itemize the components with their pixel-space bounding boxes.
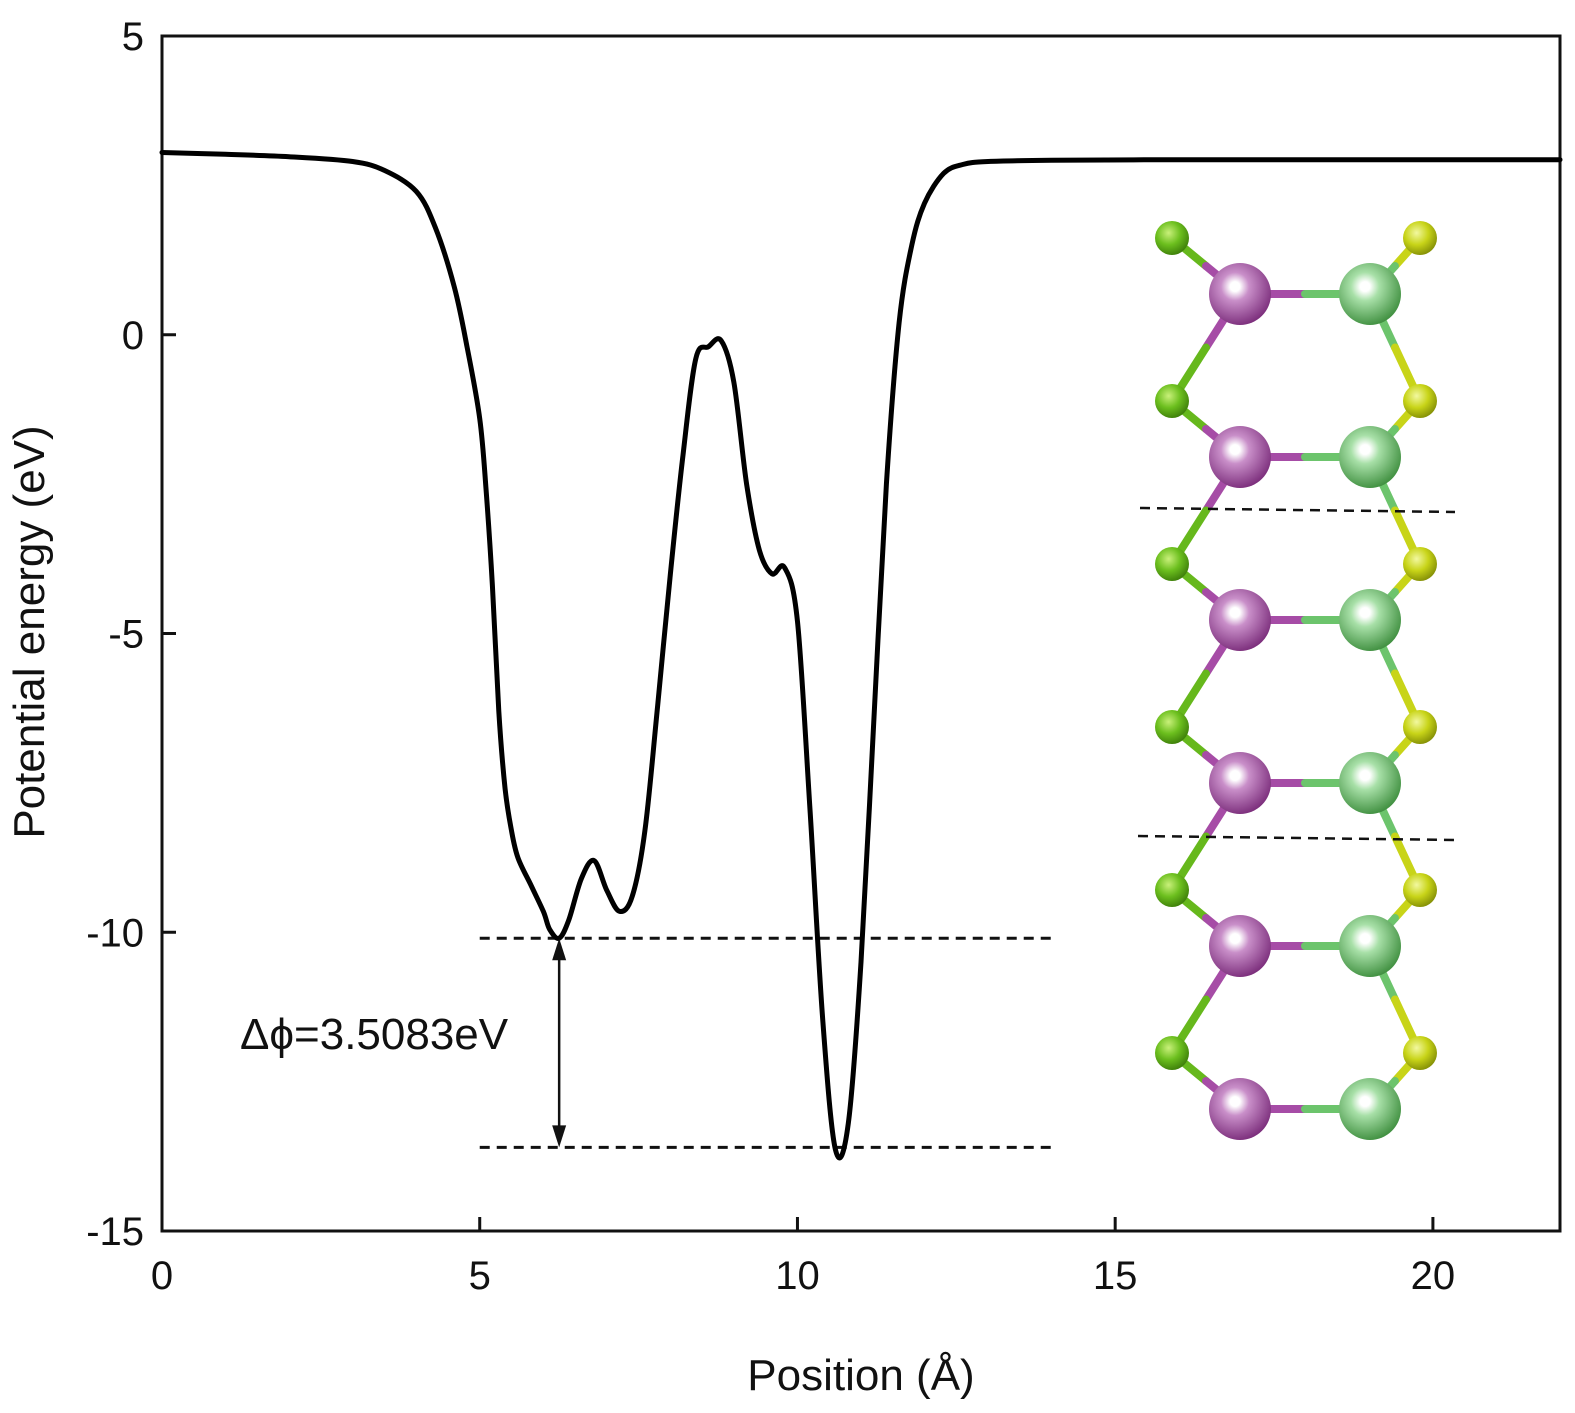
small-green-atom: [1155, 873, 1189, 907]
x-axis-ticks: 0 5 10 15 20: [151, 1217, 1455, 1298]
small-yellow-atom: [1403, 547, 1437, 581]
x-axis-label: Position (Å): [747, 1351, 974, 1400]
small-green-atom: [1155, 1036, 1189, 1070]
large-green-atom: [1339, 589, 1401, 651]
large-purple-atom: [1209, 263, 1271, 325]
large-green-atom: [1339, 752, 1401, 814]
large-purple-atom: [1209, 915, 1271, 977]
small-green-atom: [1155, 384, 1189, 418]
potential-energy-curve: [159, 150, 1563, 1161]
x-tick-label: 20: [1411, 1254, 1456, 1298]
small-green-atom: [1155, 547, 1189, 581]
layer-separator-dashed-line: [1137, 834, 1456, 842]
y-tick-label: -5: [108, 613, 144, 657]
structure-bonds: [1168, 234, 1424, 1113]
y-axis-ticks: 5 0 -5 -10 -15: [86, 15, 176, 1254]
y-tick-label: -15: [86, 1210, 144, 1254]
atomic-structure-inset: [1137, 221, 1456, 1140]
y-tick-label: -10: [86, 911, 144, 955]
small-green-atom: [1155, 221, 1189, 255]
y-axis-label: Potential energy (eV): [5, 425, 54, 838]
layer-separator-lines: [1137, 506, 1456, 842]
y-tick-label: 0: [122, 314, 144, 358]
small-yellow-atom: [1403, 1036, 1437, 1070]
large-green-atom: [1339, 1078, 1401, 1140]
x-tick-label: 0: [151, 1254, 173, 1298]
reference-lines: [479, 936, 1052, 1149]
arrow-head-down: [552, 1125, 567, 1148]
large-purple-atom: [1209, 1078, 1271, 1140]
x-tick-label: 15: [1093, 1254, 1138, 1298]
large-purple-atom: [1209, 752, 1271, 814]
x-tick-label: 10: [775, 1254, 820, 1298]
delta-phi-arrow: [552, 938, 567, 1148]
x-tick-label: 5: [469, 1254, 491, 1298]
layer-separator-dashed-line: [1139, 506, 1456, 514]
large-green-atom: [1339, 263, 1401, 325]
small-yellow-atom: [1403, 221, 1437, 255]
large-purple-atom: [1209, 589, 1271, 651]
small-yellow-atom: [1403, 384, 1437, 418]
small-yellow-atom: [1403, 710, 1437, 744]
y-tick-label: 5: [122, 15, 144, 59]
arrow-head-up: [552, 938, 567, 961]
large-green-atom: [1339, 426, 1401, 488]
large-purple-atom: [1209, 426, 1271, 488]
structure-atoms: [1155, 221, 1437, 1140]
small-yellow-atom: [1403, 873, 1437, 907]
large-green-atom: [1339, 915, 1401, 977]
delta-phi-label: Δϕ=3.5083eV: [240, 1010, 509, 1059]
small-green-atom: [1155, 710, 1189, 744]
